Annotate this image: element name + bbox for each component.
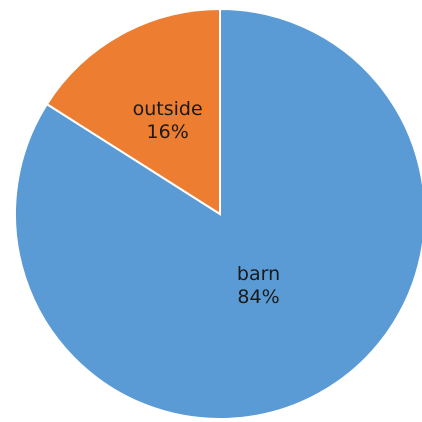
pie-slice-outside xyxy=(45,7,221,216)
slice-category-label: outside xyxy=(133,98,203,120)
slice-percent-label: 16% xyxy=(147,121,189,143)
slice-category-label: barn xyxy=(237,263,280,285)
slice-percent-label: 84% xyxy=(237,286,279,308)
